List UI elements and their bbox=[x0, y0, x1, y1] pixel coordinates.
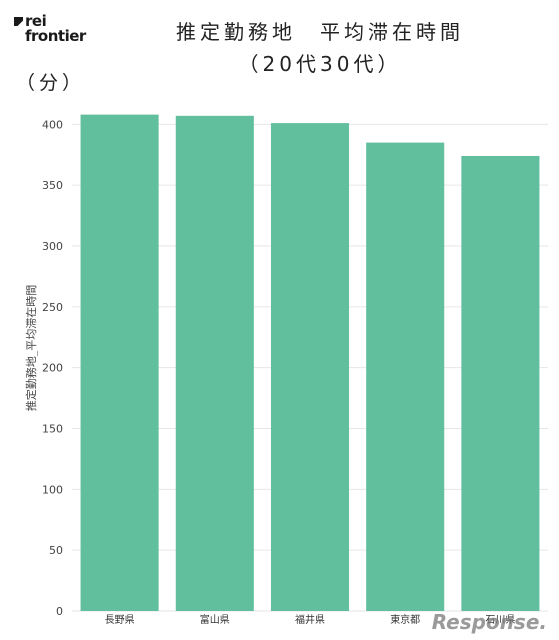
y-tick-label: 150 bbox=[42, 423, 63, 436]
bar bbox=[461, 155, 540, 611]
bar bbox=[80, 114, 159, 611]
x-category-label: 石川県 bbox=[485, 614, 515, 626]
y-tick-label: 200 bbox=[42, 362, 63, 375]
chart-title: 推定勤務地 平均滞在時間 （20代30代） bbox=[150, 16, 490, 80]
bar bbox=[175, 115, 254, 612]
y-tick-label: 350 bbox=[42, 179, 63, 192]
x-category-label: 福井県 bbox=[295, 613, 325, 626]
y-tick-label: 400 bbox=[42, 118, 63, 131]
x-category-label: 長野県 bbox=[105, 614, 135, 626]
y-tick-label: 50 bbox=[49, 544, 63, 557]
bar bbox=[366, 142, 445, 612]
chart-title-line-1: 推定勤務地 平均滞在時間 bbox=[176, 20, 464, 44]
logo-line-1: rei bbox=[25, 12, 47, 30]
chart-title-line-2: （20代30代） bbox=[238, 52, 402, 76]
y-axis-title: 推定勤務地_平均滞在時間 bbox=[24, 285, 38, 412]
rei-frontier-logo: rei frontier bbox=[14, 14, 86, 44]
x-category-label: 富山県 bbox=[200, 613, 230, 626]
y-tick-label: 100 bbox=[42, 483, 63, 496]
y-tick-label: 250 bbox=[42, 301, 63, 314]
bar bbox=[270, 123, 350, 611]
logo-line-2: frontier bbox=[25, 27, 86, 45]
x-category-label: 東京都 bbox=[390, 613, 420, 626]
unit-label: （分） bbox=[16, 72, 86, 94]
y-tick-label: 300 bbox=[42, 240, 63, 253]
logo-mark-icon bbox=[14, 17, 23, 26]
watermark-text: Response. bbox=[431, 610, 547, 634]
y-tick-label: 0 bbox=[56, 605, 63, 618]
response-watermark: Response. bbox=[432, 610, 547, 634]
